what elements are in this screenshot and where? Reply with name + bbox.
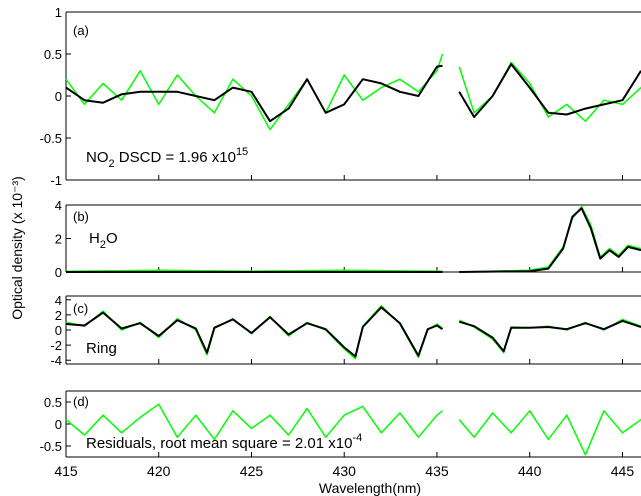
x-tick-label: 425: [240, 463, 264, 479]
x-axis-label: Wavelength(nm): [319, 480, 421, 496]
measured-line-1-1: [459, 205, 641, 273]
y-tick-label: 1: [55, 5, 62, 20]
measured-line-3-0: [65, 403, 443, 441]
y-tick-label: 0.5: [44, 395, 62, 410]
fit-line-0-0: [65, 64, 443, 123]
y-tick-label: -1: [50, 173, 62, 188]
panel-annotation: Residuals, root mean square = 2.01 x10-4: [86, 432, 362, 452]
x-tick-label: 440: [518, 463, 542, 479]
y-tick-label: 2: [55, 308, 62, 323]
panel-annotation: H2O: [89, 230, 118, 251]
x-tick-label: 435: [425, 463, 449, 479]
panel-label: (c): [73, 301, 88, 316]
y-tick-label: 0: [55, 417, 62, 432]
panel-annotation: Ring: [86, 340, 117, 357]
y-tick-label: 2: [55, 232, 62, 247]
fit-line-2-0: [65, 306, 444, 358]
y-tick-label: 0: [55, 265, 62, 280]
x-tick-label: 420: [147, 463, 171, 479]
y-tick-label: -0.5: [40, 131, 62, 146]
y-axis-label: Optical density (x 10⁻³): [9, 176, 25, 320]
y-tick-label: 0.5: [44, 47, 62, 62]
x-tick-label: 445: [611, 463, 635, 479]
fit-line-2-1: [458, 319, 641, 353]
y-tick-label: 4: [55, 198, 62, 213]
x-tick-labels: 415 420 425 430 435 440 445: [54, 463, 634, 479]
fit-line-0-1: [458, 63, 641, 118]
measured-line-0-0: [65, 53, 444, 131]
y-tick-label: -4: [50, 353, 62, 368]
panel-label: (d): [73, 394, 89, 409]
panel-0: -1 -0.5 0 0.5 1 (a) NO2 DSCD = 1.96 x1015: [40, 5, 641, 188]
y-tick-label: 4: [55, 293, 62, 308]
y-tick-label: -0.5: [40, 439, 62, 454]
y-tick-label: -2: [50, 338, 62, 353]
panel-1: 0 2 4 (b)H2O: [55, 198, 641, 280]
measured-line-3-1: [458, 410, 641, 456]
panel-label: (b): [73, 209, 89, 224]
y-tick-label: 0: [55, 323, 62, 338]
panel-annotation: NO2 DSCD = 1.96 x1015: [86, 146, 248, 170]
y-tick-label: 0: [55, 89, 62, 104]
panel-label: (a): [73, 23, 89, 38]
x-tick-label: 430: [333, 463, 357, 479]
measured-line-2-0: [65, 305, 443, 360]
fit-line-1-1: [459, 207, 641, 273]
x-tick-label: 415: [54, 463, 78, 479]
panel-3: -0.5 0 0.5 (d) Residuals, root mean square =…: [40, 390, 641, 458]
